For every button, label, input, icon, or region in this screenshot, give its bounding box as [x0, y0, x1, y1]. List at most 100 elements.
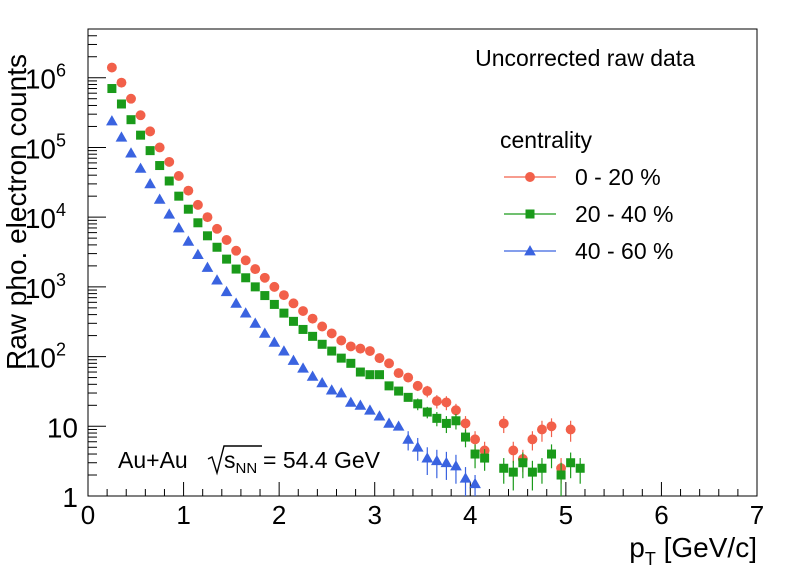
data-point	[508, 467, 518, 477]
data-point	[402, 433, 415, 444]
data-point	[250, 282, 260, 292]
data-point	[126, 93, 136, 104]
data-point	[469, 477, 481, 489]
y-tick-label: 102	[25, 340, 66, 374]
legend-marker	[525, 209, 535, 219]
data-point	[393, 368, 404, 379]
legend-label: 0 - 20 %	[575, 164, 661, 190]
plot-frame	[87, 28, 758, 497]
data-point	[212, 223, 222, 234]
data-point	[145, 146, 155, 156]
x-tick-label: 3	[367, 500, 381, 530]
data-point	[201, 261, 214, 272]
data-point	[566, 458, 576, 468]
y-tick-label: 103	[25, 270, 66, 304]
data-point	[317, 321, 328, 332]
data-point	[403, 392, 413, 402]
data-point	[106, 115, 118, 126]
data-point	[221, 235, 232, 245]
data-point	[269, 299, 279, 309]
data-point	[183, 204, 193, 214]
data-point	[459, 472, 472, 483]
y-tick-label: 104	[25, 200, 66, 234]
data-point	[392, 420, 405, 431]
data-point	[498, 418, 509, 429]
data-point	[241, 273, 251, 283]
data-point	[230, 297, 242, 308]
data-point	[125, 147, 137, 158]
data-point	[547, 449, 557, 459]
annotation-sqrt-s: s	[224, 447, 236, 473]
data-point	[518, 458, 528, 468]
data-point	[155, 161, 165, 171]
data-point	[173, 170, 184, 181]
data-point	[575, 463, 585, 473]
data-point	[355, 367, 365, 377]
series-layer	[106, 62, 585, 496]
data-point	[480, 453, 490, 463]
data-point	[421, 452, 434, 463]
data-point	[537, 424, 547, 435]
data-point	[365, 370, 375, 380]
data-point	[403, 372, 414, 383]
data-point	[556, 470, 566, 480]
data-point	[202, 231, 212, 241]
data-point	[450, 460, 462, 471]
data-point	[269, 281, 280, 292]
data-point	[470, 449, 480, 459]
data-point	[440, 456, 453, 468]
legend: centrality 0 - 20 % 20 - 40 % 40 - 60 %	[500, 127, 673, 264]
series-0	[106, 62, 576, 484]
data-point	[431, 396, 442, 407]
data-point	[461, 432, 471, 442]
y-tick-label: 10	[47, 412, 78, 443]
data-point	[441, 418, 451, 428]
data-point	[565, 424, 576, 435]
x-axis-label-unit: [GeV/c]	[656, 532, 757, 563]
x-tick-label: 5	[559, 500, 573, 530]
data-point	[115, 131, 128, 142]
data-point	[345, 341, 356, 352]
data-point	[107, 84, 117, 94]
x-tick-label: 7	[750, 500, 764, 530]
legend-entry-2: 40 - 60 %	[504, 238, 673, 264]
data-point	[220, 285, 233, 297]
annotation-energy: = 54.4 GeV	[263, 447, 381, 473]
data-point	[374, 353, 385, 364]
data-point	[136, 130, 146, 140]
svg-text:sNN: sNN	[224, 447, 257, 477]
legend-title: centrality	[500, 127, 593, 153]
data-point	[317, 339, 327, 349]
data-point	[422, 386, 433, 397]
data-point	[364, 404, 376, 415]
data-point	[106, 62, 117, 73]
y-tick-label: 106	[25, 61, 66, 95]
data-point	[163, 208, 176, 219]
data-point	[441, 397, 452, 408]
data-point	[268, 336, 281, 347]
data-point	[145, 126, 156, 137]
data-point	[336, 335, 347, 346]
data-point	[135, 110, 146, 121]
data-point	[164, 156, 175, 167]
data-point	[297, 362, 309, 373]
data-point	[354, 399, 367, 410]
series-2	[106, 115, 481, 496]
data-point	[422, 407, 432, 417]
data-point	[259, 272, 270, 283]
data-point	[298, 306, 308, 316]
data-point	[355, 343, 366, 354]
data-point	[240, 255, 251, 266]
data-point	[374, 370, 384, 380]
data-point	[451, 405, 461, 416]
data-point	[316, 376, 328, 388]
data-point	[384, 358, 394, 369]
x-tick-label: 4	[463, 500, 477, 530]
data-point	[278, 345, 290, 356]
data-point	[260, 291, 270, 301]
data-point	[384, 381, 394, 391]
legend-entry-0: 0 - 20 %	[504, 164, 661, 190]
x-axis-label: pT [GeV/c]	[629, 532, 757, 569]
annotation-sqrt-sub: NN	[236, 460, 258, 477]
